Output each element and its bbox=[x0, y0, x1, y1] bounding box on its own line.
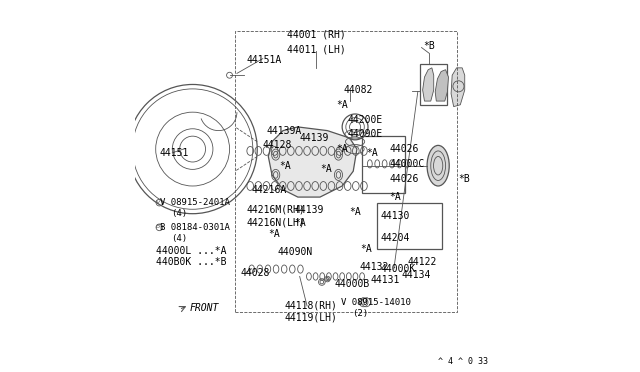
Text: 44200E: 44200E bbox=[348, 115, 383, 125]
Text: 44118(RH): 44118(RH) bbox=[285, 301, 338, 311]
Text: (2): (2) bbox=[353, 309, 369, 318]
Text: 44204: 44204 bbox=[381, 233, 410, 243]
Text: 44130: 44130 bbox=[381, 211, 410, 221]
Text: 44216A: 44216A bbox=[252, 185, 287, 195]
Text: *A: *A bbox=[337, 144, 348, 154]
Bar bbox=[377, 203, 442, 249]
Text: 44001 (RH): 44001 (RH) bbox=[287, 30, 346, 40]
Text: 44139: 44139 bbox=[294, 205, 324, 215]
Text: *B: *B bbox=[424, 41, 435, 51]
Text: 44026: 44026 bbox=[389, 144, 419, 154]
Text: 44139: 44139 bbox=[300, 133, 329, 143]
Text: (4): (4) bbox=[172, 209, 188, 218]
Polygon shape bbox=[451, 68, 465, 107]
Text: 44151A: 44151A bbox=[246, 55, 282, 65]
Text: V: V bbox=[156, 200, 160, 205]
Text: 44011 (LH): 44011 (LH) bbox=[287, 44, 346, 54]
Polygon shape bbox=[268, 127, 357, 197]
Polygon shape bbox=[422, 68, 434, 101]
Text: FRONT: FRONT bbox=[190, 303, 220, 313]
Text: V: V bbox=[358, 299, 362, 305]
Text: V: V bbox=[362, 298, 367, 307]
Text: 44151: 44151 bbox=[159, 148, 189, 158]
Text: 44216N(LH): 44216N(LH) bbox=[246, 218, 305, 228]
Text: 44000K: 44000K bbox=[380, 264, 415, 274]
Text: B 08184-0301A: B 08184-0301A bbox=[161, 223, 230, 232]
Text: 440B0K ...*B: 440B0K ...*B bbox=[156, 257, 226, 267]
Text: *A: *A bbox=[366, 148, 378, 158]
Bar bbox=[362, 136, 405, 193]
Text: *A: *A bbox=[268, 229, 280, 239]
Text: *A: *A bbox=[294, 218, 306, 228]
Text: 44216M(RH): 44216M(RH) bbox=[246, 205, 305, 215]
Text: *B: *B bbox=[458, 174, 470, 184]
Text: 44139A: 44139A bbox=[266, 126, 301, 136]
Bar bbox=[420, 64, 447, 105]
Text: *A: *A bbox=[389, 192, 401, 202]
Text: V 08915-2401A: V 08915-2401A bbox=[161, 198, 230, 207]
Text: 44090N: 44090N bbox=[278, 247, 313, 257]
Text: (4): (4) bbox=[172, 234, 188, 243]
Text: *A: *A bbox=[349, 207, 362, 217]
Text: 44000B: 44000B bbox=[334, 279, 369, 289]
Text: 44119(LH): 44119(LH) bbox=[285, 312, 338, 322]
Text: 44028: 44028 bbox=[241, 268, 270, 278]
Ellipse shape bbox=[427, 145, 449, 186]
Text: V 08915-14010: V 08915-14010 bbox=[341, 298, 412, 307]
Text: 44000L ...*A: 44000L ...*A bbox=[156, 246, 226, 256]
Text: *A: *A bbox=[337, 100, 348, 110]
Text: ^ 4 ^ 0 33: ^ 4 ^ 0 33 bbox=[438, 357, 488, 366]
Text: 44132: 44132 bbox=[359, 262, 388, 272]
Text: *A: *A bbox=[280, 161, 291, 171]
Text: 44082: 44082 bbox=[344, 85, 373, 95]
Text: 44134: 44134 bbox=[401, 270, 431, 280]
Text: 44128: 44128 bbox=[263, 140, 292, 150]
Polygon shape bbox=[435, 70, 449, 101]
Text: 44090E: 44090E bbox=[348, 129, 383, 139]
Text: *A: *A bbox=[360, 244, 372, 254]
Text: 44131: 44131 bbox=[370, 275, 399, 285]
Text: *A: *A bbox=[320, 164, 332, 174]
Text: 44026: 44026 bbox=[389, 174, 419, 184]
Text: 44000C: 44000C bbox=[389, 159, 425, 169]
Text: B: B bbox=[156, 224, 160, 230]
Text: 44122: 44122 bbox=[408, 257, 437, 267]
